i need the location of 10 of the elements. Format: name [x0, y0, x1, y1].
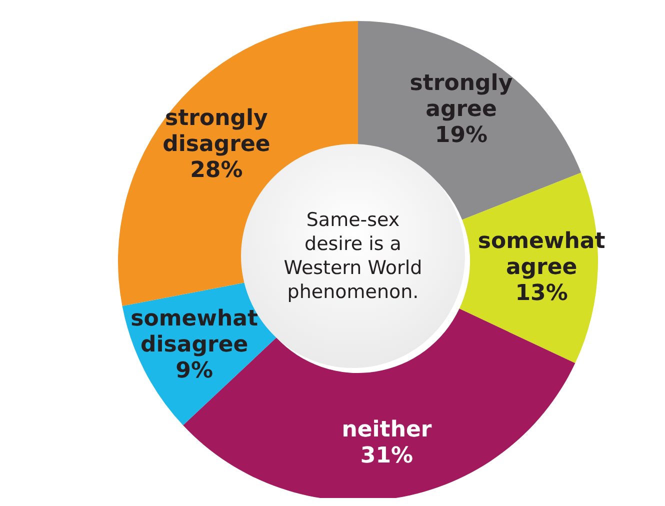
- data-label: 9%: [176, 358, 214, 383]
- slice-label: neither: [342, 416, 432, 442]
- text: Same-sex desire is a Western World phenomenon.: [282, 208, 424, 304]
- slice-label: strongly agree: [410, 70, 513, 122]
- slice-label: somewhat disagree: [130, 306, 259, 357]
- data-label: 31%: [360, 442, 414, 468]
- data-label: 13%: [515, 280, 568, 306]
- data-label: 28%: [190, 157, 243, 182]
- slice-label: strongly disagree: [162, 105, 270, 156]
- data-label: 19%: [434, 122, 488, 148]
